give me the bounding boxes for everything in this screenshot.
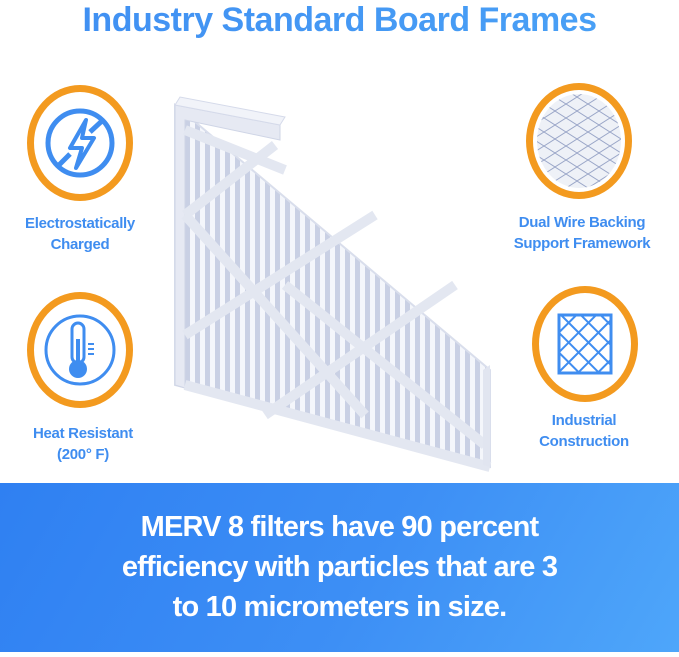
feature-electrostatic (27, 85, 133, 201)
banner-line: to 10 micrometers in size. (172, 591, 508, 623)
no-electricity-icon (45, 108, 115, 178)
feature-label: Electrostatically Charged (0, 213, 170, 255)
feature-label: Heat Resistant (200° F) (0, 423, 173, 465)
page-title: Industry Standard Board Frames (0, 0, 679, 40)
label-line: Heat Resistant (32, 425, 133, 442)
air-filter-illustration (174, 96, 492, 472)
grid-frame-icon (557, 313, 613, 375)
merv-info-banner: MERV 8 filters have 90 percent efficienc… (0, 483, 679, 652)
label-line: Support Framework (513, 235, 651, 252)
banner-line: efficiency with particles that are 3 (121, 551, 558, 583)
wire-mesh-icon (537, 94, 621, 188)
label-line: (200° F) (57, 446, 109, 463)
label-line: Electrostatically (25, 215, 135, 232)
feature-label: Dual Wire Backing Support Framework (492, 212, 672, 254)
label-line: Charged (50, 236, 110, 253)
banner-text: MERV 8 filters have 90 percent efficienc… (0, 507, 679, 627)
feature-dual-wire (526, 83, 632, 199)
label-line: Dual Wire Backing (518, 214, 646, 231)
thermometer-icon (44, 314, 116, 386)
banner-line: MERV 8 filters have 90 percent (140, 511, 540, 543)
feature-industrial (532, 286, 638, 402)
label-line: Construction (539, 433, 629, 450)
label-line: Industrial (551, 412, 617, 429)
feature-heat-resistant (27, 292, 133, 408)
feature-label: Industrial Construction (494, 410, 674, 452)
